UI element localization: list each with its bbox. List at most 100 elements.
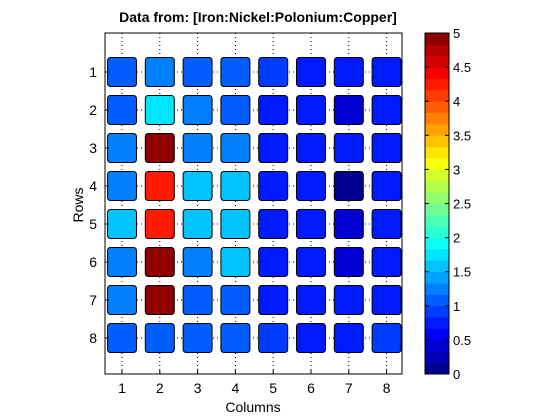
x-tick-label: 4 [232,380,240,396]
heatmap-cell [258,95,289,125]
colorbar-segment [425,248,449,261]
y-tick-label: 4 [89,178,97,194]
heatmap-cell [144,95,175,125]
heatmap-cell [296,95,326,125]
heatmap-cell [144,323,175,353]
heatmap-cell [333,285,364,315]
plot-frame [104,32,403,375]
y-axis-label: Rows [70,187,86,222]
heatmap-cell [258,171,289,201]
heatmap-cell [107,133,137,163]
colorbar-segment [425,180,449,193]
heatmap-cell [258,57,289,87]
heatmap-cell [182,57,213,87]
heatmap-cell [258,285,289,315]
colorbar-segment [425,135,449,148]
heatmap-cell [296,285,326,315]
y-tick-label: 1 [89,64,97,80]
heatmap-cell [371,285,402,315]
colorbar-tick-label: 4 [453,94,460,109]
colorbar: 0 0.5 1 1.5 2 2.5 3 3.5 4 4.5 5 [424,26,471,382]
y-tick-label: 7 [89,292,97,308]
colorbar-tick-label: 0 [453,367,460,382]
colorbar-tick-label: 0.5 [453,333,471,348]
heatmap-cell [182,95,213,125]
colorbar-segment [425,55,449,68]
heatmap-cell [333,171,364,201]
colorbar-segment [425,44,449,57]
heatmap-cell [107,171,137,201]
heatmap-cell [220,209,251,239]
grid-lines [105,33,402,374]
heatmap-cell [333,133,364,163]
heatmap-cell [182,285,213,315]
colorbar-segment [425,214,449,227]
heatmap-cell [333,95,364,125]
colorbar-tick-label: 3 [453,162,460,177]
colorbar-segment [425,351,449,364]
colorbar-segment [425,192,449,204]
colorbar-tick-label: 1.5 [453,265,471,280]
colorbar-tick-label: 5 [453,26,460,41]
colorbar-tick-label: 4.5 [453,60,471,75]
colorbar-segment [425,123,449,136]
heatmap-cell [371,323,402,353]
colorbar-segment [425,89,449,102]
heatmap-cell [182,323,213,353]
colorbar-segment [425,226,449,238]
heatmap-cell [220,133,251,163]
heatmap-cell [144,285,175,315]
x-axis-label: Columns [225,399,280,415]
heatmap-cell [144,133,175,163]
colorbar-segment [425,271,449,284]
heatmap-cell [333,323,364,353]
heatmap-cell [333,57,364,87]
heatmap-cell [144,247,175,277]
heatmap-cell [296,209,326,239]
colorbar-segment [425,305,449,318]
heatmap-cell [296,57,326,87]
heatmap-cell [333,247,364,277]
x-tick-label: 6 [307,380,315,396]
colorbar-segment [425,101,449,113]
heatmap-cell [182,171,213,201]
heatmap-cell [182,209,213,239]
heatmap-cell [144,209,175,239]
heatmap-cell [296,323,326,353]
heatmap-cell [333,209,364,239]
x-tick-label: 1 [118,380,126,396]
heatmap-cell [107,323,137,353]
colorbar-segment [425,158,449,170]
heatmap-cell [371,247,402,277]
heatmap-cell [220,57,251,87]
heatmap-cell [296,171,326,201]
colorbar-segment [425,317,449,329]
colorbar-segment [425,33,449,45]
heatmap-cell [107,247,137,277]
chart-title: Data from: [Iron:Nickel:Polonium:Copper] [119,9,397,25]
colorbar-segment [425,78,449,91]
y-tick-label: 6 [89,254,97,270]
colorbar-segment [425,67,449,79]
x-tick-label: 5 [269,380,277,396]
heatmap-cell [371,171,402,201]
axes: 1 2 3 4 5 6 7 8 1 2 3 4 5 6 7 8 [89,64,390,396]
heatmap-cell [371,209,402,239]
y-tick-label: 3 [89,140,97,156]
y-tick-label: 5 [89,216,97,232]
heatmap-cell [107,95,137,125]
heatmap-cell [144,171,175,201]
heatmap-cell [220,285,251,315]
y-tick-label: 2 [89,102,97,118]
x-tick-label: 7 [345,380,353,396]
heatmap-cell [220,323,251,353]
colorbar-tick-label: 2.5 [453,197,471,212]
heatmap-cell [107,57,137,87]
x-tick-label: 2 [156,380,164,396]
heatmap-cell [258,133,289,163]
colorbar-segment [425,146,449,159]
heatmap-cell [220,171,251,201]
heatmap-cell [258,209,289,239]
heatmap-cell [371,133,402,163]
